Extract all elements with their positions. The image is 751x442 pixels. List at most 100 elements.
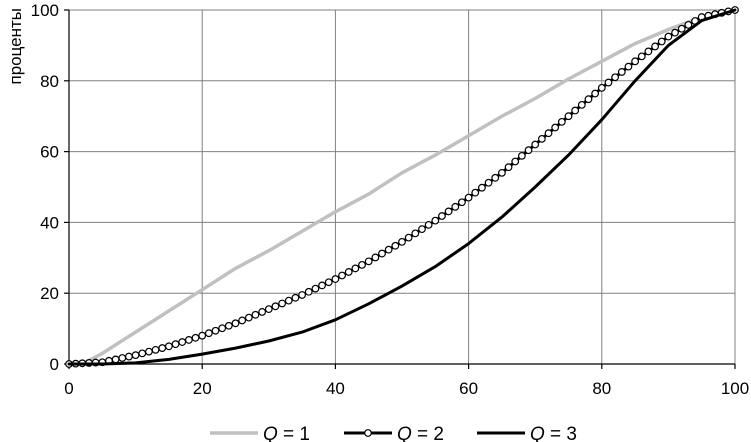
series-2-marker [178,338,187,346]
series-2-marker [238,316,247,325]
series-2-marker [584,95,593,104]
series-2-marker [391,241,400,250]
series-2-marker [318,281,326,290]
series-2-marker [324,278,333,287]
series-2-marker [358,260,366,269]
series-2-marker [284,296,293,305]
x-tick-label: 100 [721,379,749,398]
series-2-marker [631,57,639,66]
series-2-marker [684,20,693,29]
series-2-marker [191,333,200,342]
series-2-marker [637,52,646,61]
series-2-marker [617,68,626,76]
series-2-marker [304,287,313,296]
legend-label: Q = 2 [397,424,444,442]
series-2-marker [458,198,466,207]
series-2-marker [577,100,586,109]
series-2-marker [484,178,493,187]
x-tick-label: 80 [592,379,611,398]
legend-marker [364,429,372,437]
series-2-marker [551,123,560,132]
series-2-marker [537,134,546,143]
y-axis-title: проценты [6,8,25,85]
y-tick-label: 80 [40,72,59,91]
series-2-marker [298,291,307,299]
x-tick-label: 0 [64,379,73,398]
series-2-marker [438,212,446,220]
series-2-marker [677,24,686,33]
series-2-marker [564,112,573,121]
series-line-1 [67,8,737,366]
y-tick-label: 60 [40,143,59,162]
series-2-marker [164,342,173,351]
grid [69,9,736,364]
series-2-marker [145,347,153,356]
series-2-marker [418,225,426,234]
series-group [65,6,739,368]
series-2-marker [204,329,213,338]
series-2-marker [571,106,580,115]
series-2-marker [331,275,340,283]
series-2-marker [378,249,386,258]
series-2-marker [664,32,673,41]
series-2-marker [258,308,267,316]
series-2-marker [351,264,360,273]
series-2-marker [591,89,600,98]
series-2-marker [218,324,227,333]
series-2-marker [224,321,233,330]
x-tick-label: 40 [326,379,345,398]
series-2-marker [264,305,273,314]
legend: Q = 1 Q = 2 Q = 3 [210,424,577,442]
series-2-marker [138,349,147,358]
series-2-marker [338,271,346,280]
legend-item-1: Q = 1 [210,424,310,442]
series-2-marker [671,28,679,37]
legend-label: Q = 1 [263,424,310,442]
legend-item-2: Q = 2 [344,424,444,442]
series-2-marker [657,37,666,46]
series-2-marker [431,216,440,225]
series-2-marker [651,42,659,51]
series-2-marker [524,146,533,155]
series-2-marker [151,345,160,354]
series-2-marker [118,354,127,362]
series-2-marker [517,151,526,160]
series-2-marker [398,237,406,246]
x-tick-label: 60 [459,379,478,398]
y-tick-label: 40 [40,213,59,232]
series-2-marker [364,257,373,266]
series-2-marker [171,340,180,349]
series-2-marker [411,229,420,238]
series-2-marker [111,355,120,364]
y-tick-label: 20 [40,284,59,303]
series-2-marker [604,78,613,87]
series-2-marker [478,183,486,192]
series-line-3 [67,8,737,366]
series-2-marker [131,351,140,360]
series-2-marker [491,173,500,182]
series-2-marker [251,310,260,319]
series-2-marker [531,140,540,149]
series-2-marker [464,193,473,202]
y-tick-label: 100 [31,1,59,20]
series-2-marker [611,73,620,82]
series-2-marker [624,62,633,71]
series-2-marker [384,245,393,254]
series-2-marker [424,220,433,229]
series-2-marker [498,168,506,177]
series-2-marker [198,331,207,340]
series-2-marker [291,293,300,302]
legend-item-3: Q = 3 [477,424,577,442]
series-2-marker [511,157,520,166]
legend-label: Q = 3 [530,424,577,442]
series-2-marker [231,319,240,328]
series-2-marker [644,47,653,56]
series-2-marker [278,299,287,308]
series-2-marker [158,344,167,352]
series-2-marker [444,207,453,216]
series-2-marker [125,352,133,361]
series-2-marker [451,202,460,211]
series-2-marker [597,83,606,92]
series-2-marker [271,302,280,311]
series-2-marker [504,163,513,172]
